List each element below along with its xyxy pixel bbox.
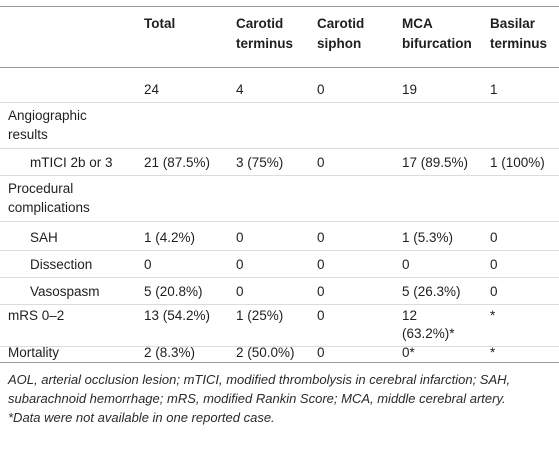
mrs-mca-bifurcation-line2: (63.2%)* — [402, 326, 455, 341]
dissection-carotid-terminus: 0 — [236, 257, 244, 272]
mortality-mca-bifurcation: 0* — [402, 345, 415, 360]
row-divider — [0, 250, 559, 251]
table-top-rule — [0, 6, 559, 7]
vasospasm-basilar-terminus: 0 — [490, 284, 498, 299]
mtici-label: mTICI 2b or 3 — [30, 155, 113, 170]
header-basilar-terminus-line1: Basilar — [490, 16, 536, 31]
count-total: 24 — [144, 82, 160, 97]
mrs-total: 13 (54.2%) — [144, 308, 211, 323]
dissection-mca-bifurcation: 0 — [402, 257, 410, 272]
angio-label-line1: Angiographic — [8, 108, 87, 123]
row-divider — [0, 304, 559, 305]
header-carotid-siphon-line1: Carotid — [317, 16, 365, 31]
mrs-mca-bifurcation-line1: 12 — [402, 308, 418, 323]
sah-label: SAH — [30, 230, 58, 245]
header-mca-bifurcation-line1: MCA — [402, 16, 433, 31]
footnote-abbreviations: AOL, arterial occlusion lesion; mTICI, m… — [8, 372, 511, 406]
mortality-total: 2 (8.3%) — [144, 345, 196, 360]
mtici-basilar-terminus: 1 (100%) — [490, 155, 545, 170]
row-divider — [0, 148, 559, 149]
vasospasm-total: 5 (20.8%) — [144, 284, 203, 299]
header-carotid-terminus-line1: Carotid — [236, 16, 284, 31]
row-divider — [0, 221, 559, 222]
footnote-missing-data: *Data were not available in one reported… — [8, 410, 275, 425]
mrs-carotid-siphon: 0 — [317, 308, 325, 323]
header-basilar-terminus-line2: terminus — [490, 36, 548, 51]
mrs-carotid-terminus: 1 (25%) — [236, 308, 284, 323]
mtici-carotid-terminus: 3 (75%) — [236, 155, 284, 170]
row-divider — [0, 102, 559, 103]
dissection-total: 0 — [144, 257, 152, 272]
vasospasm-carotid-siphon: 0 — [317, 284, 325, 299]
header-mca-bifurcation-line2: bifurcation — [402, 36, 472, 51]
row-divider — [0, 277, 559, 278]
dissection-basilar-terminus: 0 — [490, 257, 498, 272]
mortality-carotid-terminus: 2 (50.0%) — [236, 345, 295, 360]
header-carotid-terminus-line2: terminus — [236, 36, 294, 51]
angio-label-line2: results — [8, 127, 48, 142]
sah-total: 1 (4.2%) — [144, 230, 196, 245]
vasospasm-label: Vasospasm — [30, 284, 100, 299]
table-bottom-rule — [0, 362, 559, 363]
header-carotid-siphon-line2: siphon — [317, 36, 362, 51]
mrs-basilar-terminus: * — [490, 308, 496, 323]
dissection-carotid-siphon: 0 — [317, 257, 325, 272]
proc-label-line2: complications — [8, 200, 90, 215]
count-mca-bifurcation: 19 — [402, 82, 418, 97]
mtici-total: 21 (87.5%) — [144, 155, 211, 170]
dissection-label: Dissection — [30, 257, 93, 272]
mrs-label: mRS 0–2 — [8, 308, 65, 323]
sah-carotid-siphon: 0 — [317, 230, 325, 245]
header-rule — [0, 67, 559, 68]
vasospasm-carotid-terminus: 0 — [236, 284, 244, 299]
proc-label-line1: Procedural — [8, 181, 74, 196]
row-divider — [0, 346, 559, 347]
count-basilar-terminus: 1 — [490, 82, 498, 97]
header-total: Total — [144, 16, 176, 31]
mortality-basilar-terminus: * — [490, 345, 496, 360]
mortality-carotid-siphon: 0 — [317, 345, 325, 360]
mtici-mca-bifurcation: 17 (89.5%) — [402, 155, 469, 170]
mtici-carotid-siphon: 0 — [317, 155, 325, 170]
row-divider — [0, 175, 559, 176]
mortality-label: Mortality — [8, 345, 60, 360]
sah-carotid-terminus: 0 — [236, 230, 244, 245]
vasospasm-mca-bifurcation: 5 (26.3%) — [402, 284, 461, 299]
sah-mca-bifurcation: 1 (5.3%) — [402, 230, 454, 245]
sah-basilar-terminus: 0 — [490, 230, 498, 245]
count-carotid-siphon: 0 — [317, 82, 325, 97]
count-carotid-terminus: 4 — [236, 82, 244, 97]
